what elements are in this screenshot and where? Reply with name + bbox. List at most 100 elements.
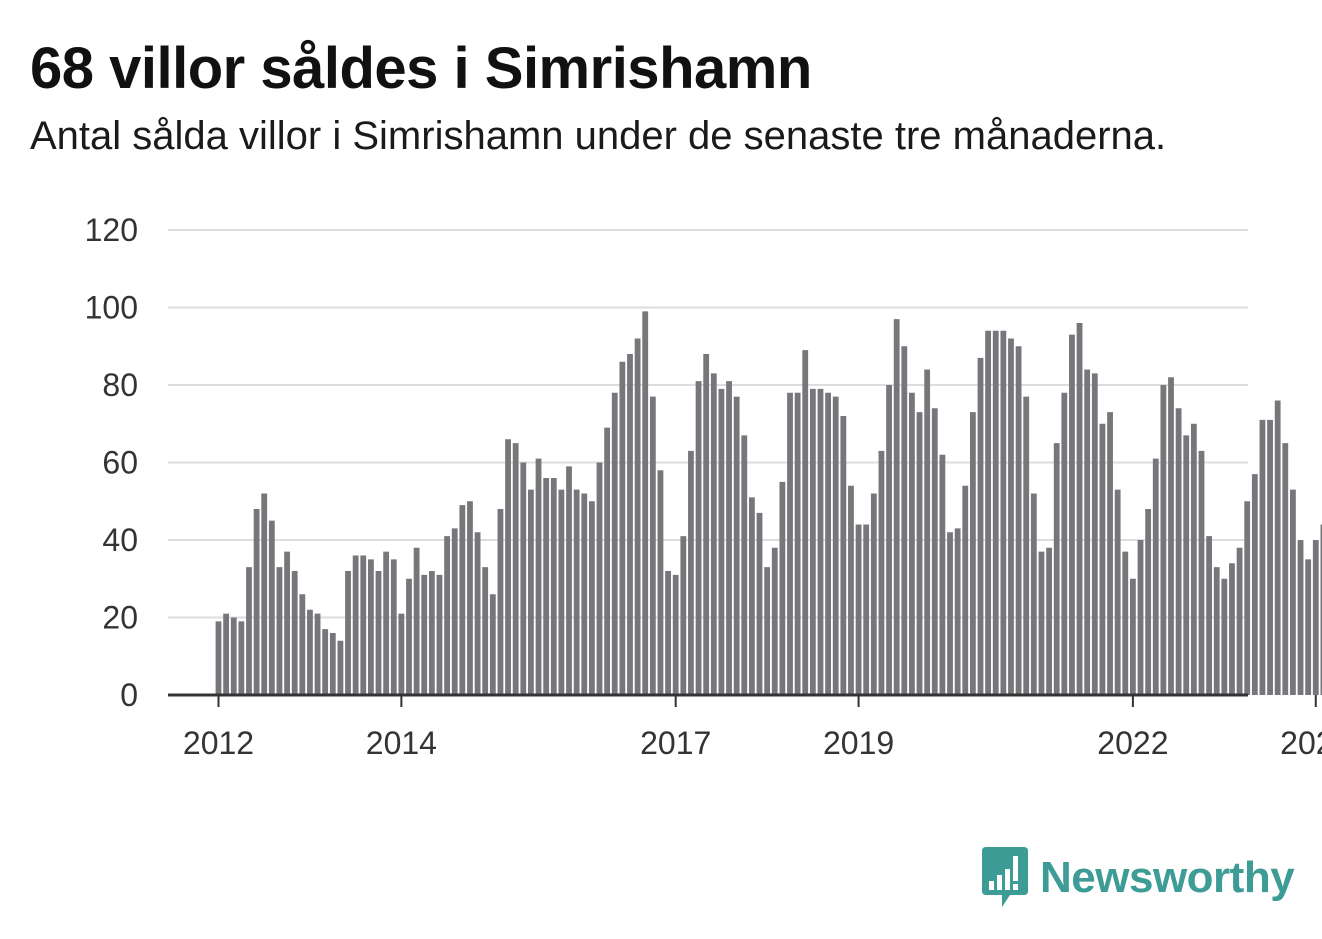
bar [573, 489, 580, 695]
bar [215, 621, 222, 695]
bar [779, 481, 786, 695]
bar [1221, 578, 1228, 695]
bar [1175, 408, 1182, 695]
bar [1099, 423, 1106, 695]
bar [398, 613, 405, 695]
bar [512, 443, 519, 695]
bar [985, 330, 992, 695]
bar [322, 629, 329, 695]
bar [1259, 419, 1266, 695]
chart-title: 68 villor såldes i Simrishamn [30, 36, 812, 101]
bar [436, 574, 443, 695]
bar [1152, 458, 1159, 695]
bar [505, 439, 511, 695]
bar [588, 501, 595, 695]
bar [406, 578, 412, 695]
bar [238, 621, 245, 695]
bar [886, 385, 892, 695]
y-tick-label: 20 [102, 600, 138, 636]
bar [261, 493, 268, 695]
bar [1122, 551, 1129, 695]
bar [657, 470, 664, 695]
bar [947, 532, 953, 695]
bar [1251, 474, 1258, 695]
bar [1091, 373, 1098, 695]
bar [1107, 412, 1113, 695]
bar [771, 547, 778, 695]
bar [741, 435, 748, 695]
bar [383, 551, 390, 695]
bar [1297, 540, 1304, 695]
bar [1114, 489, 1121, 695]
bar [1145, 509, 1152, 695]
bar [482, 567, 489, 695]
bar [969, 412, 976, 695]
bar [1046, 547, 1052, 695]
bar [314, 613, 321, 695]
bar [787, 392, 793, 695]
bar [1008, 338, 1014, 695]
bar [1015, 346, 1022, 695]
bar [939, 454, 946, 695]
bar [1168, 377, 1174, 695]
bar [528, 489, 534, 695]
x-tick-label: 2024 [1280, 725, 1322, 761]
bar [733, 396, 740, 695]
bar [1137, 540, 1144, 695]
bar [1244, 501, 1251, 695]
bar [665, 571, 671, 695]
y-tick-label: 120 [85, 212, 138, 248]
bar [550, 478, 557, 695]
bar [451, 528, 458, 695]
bar [870, 493, 877, 695]
bar [756, 512, 763, 695]
x-tick-label: 2019 [823, 725, 894, 761]
bars [215, 311, 1322, 695]
bar [596, 462, 603, 695]
y-tick-label: 60 [102, 445, 138, 481]
bar [649, 396, 656, 695]
bar [223, 613, 230, 695]
bar [832, 396, 839, 695]
bar [634, 338, 641, 695]
bar-chart: 0204060801001202012201420172019202220246… [85, 212, 1322, 761]
bar [428, 571, 435, 695]
bar [1206, 536, 1212, 695]
bar [802, 350, 809, 695]
bar [909, 392, 915, 695]
bar [1076, 323, 1083, 695]
bar [764, 567, 771, 695]
bar [817, 388, 824, 695]
y-tick-label: 40 [102, 522, 138, 558]
bar [1320, 524, 1322, 695]
bar [1290, 489, 1296, 695]
bar [566, 466, 572, 695]
bar [558, 489, 565, 695]
bar [1213, 567, 1220, 695]
bar [680, 536, 687, 695]
bar [1053, 443, 1060, 695]
bar [916, 412, 923, 695]
labels: 0204060801001202012201420172019202220246… [85, 212, 1322, 761]
bar [474, 532, 481, 695]
bar [535, 458, 542, 695]
newsworthy-logo-icon [982, 847, 1028, 907]
bar [253, 509, 260, 695]
bar [825, 392, 831, 695]
bar [276, 567, 283, 695]
bar [1061, 392, 1068, 695]
bar [1000, 330, 1007, 695]
bar [901, 346, 908, 695]
bar [878, 450, 885, 695]
bar [611, 392, 618, 695]
bar [688, 450, 694, 695]
bar [893, 319, 900, 695]
newsworthy-logo: Newsworthy [980, 846, 1295, 910]
bar [467, 501, 473, 695]
bar [543, 478, 550, 695]
bar [1084, 369, 1091, 695]
bar [1038, 551, 1045, 695]
bar [489, 594, 496, 695]
bar [726, 381, 732, 695]
bar [809, 388, 816, 695]
